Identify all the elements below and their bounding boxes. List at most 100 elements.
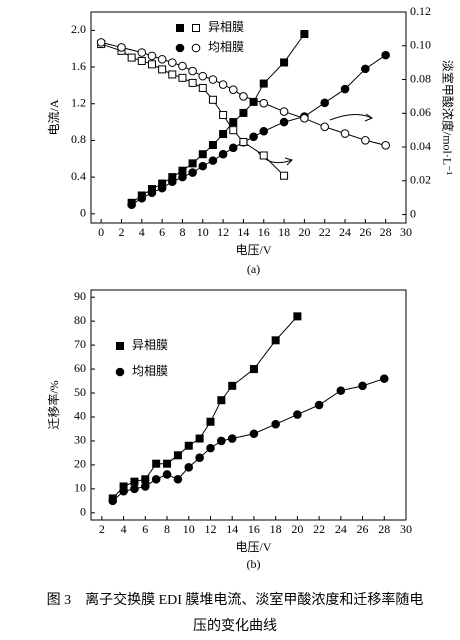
marker [293,312,302,321]
y-tick-label: 0 [80,505,86,519]
legend-marker [191,43,201,53]
marker [184,441,193,450]
marker [293,410,302,419]
x-tick-label: 22 [319,225,331,239]
x-tick-label: 14 [237,225,249,239]
x-tick-label: 8 [164,522,170,536]
arrow-head [284,157,293,166]
y-tick-label: 2.0 [71,22,86,36]
legend-label: 异相膜 [208,20,244,34]
marker [259,79,268,88]
marker [279,117,289,127]
y2-tick-label: 0.06 [410,105,431,119]
marker [320,98,330,108]
marker [147,188,157,198]
y-tick-label: 60 [74,361,86,375]
marker [259,151,268,160]
marker [198,161,208,171]
marker [137,56,146,65]
y2-tick-label: 0.08 [410,71,431,85]
x-tick-label: 12 [204,522,216,536]
marker [218,80,228,89]
marker [130,484,139,494]
y-tick-label: 90 [74,289,86,303]
x-tick-label: 22 [313,522,325,536]
plot-frame [90,11,407,224]
y-tick-label: 40 [74,409,86,423]
x-tick-label: 16 [258,225,270,239]
y2-tick-label: 0 [410,206,416,220]
marker [127,200,136,209]
x-tick-label: 6 [142,522,148,536]
marker [96,38,106,47]
marker [152,459,161,468]
x-tick-label: 18 [278,225,290,239]
marker [188,159,197,168]
marker [206,443,215,453]
marker [239,92,248,101]
marker [119,486,128,496]
marker [228,143,238,153]
marker [271,419,280,429]
marker [208,75,218,84]
y-axis-label: 迁移率/% [46,380,61,429]
y-tick-label: 20 [74,457,86,471]
marker [208,156,218,165]
marker [167,58,177,67]
caption: 图 3 离子交换膜 EDI 膜堆电流、淡室甲酸浓度和迁移率随电压的变化曲线 [40,588,430,640]
marker [137,193,147,203]
marker [280,58,289,67]
x-tick-label: 8 [179,225,185,239]
marker [158,65,167,74]
legend-marker [192,24,200,32]
y-tick-label: 50 [74,385,86,399]
marker [249,429,259,439]
marker [178,61,187,71]
marker [320,122,330,132]
arrow-head [364,113,374,122]
x-tick-label: 12 [217,225,229,239]
caption-label: 图 3 [46,593,72,608]
x-axis-label: 电压/V [235,243,271,257]
marker [381,141,390,150]
panel-label: (b) [247,557,261,571]
x-tick-label: 2 [99,522,105,536]
marker [198,150,207,159]
marker [178,172,187,182]
marker [147,60,156,69]
marker [340,84,350,94]
marker [208,95,217,104]
x-tick-label: 6 [159,225,165,239]
x-tick-label: 18 [270,522,282,536]
marker [361,135,370,145]
panel-label: (a) [247,262,260,276]
y-tick-label: 0.4 [71,169,86,183]
marker [151,474,161,484]
x-tick-label: 20 [298,225,310,239]
marker [198,83,207,92]
x-tick-label: 10 [197,225,209,239]
marker [217,396,226,405]
marker [168,70,177,79]
marker [206,417,215,426]
y2-tick-label: 0.02 [410,173,431,187]
marker [173,474,183,484]
marker [188,78,197,87]
y-tick-label: 1.6 [71,59,86,73]
x-tick-label: 14 [226,522,238,536]
x-tick-label: 30 [400,522,412,536]
marker [379,374,389,383]
marker [117,43,126,52]
x-tick-label: 10 [183,522,195,536]
x-tick-label: 24 [335,522,347,536]
marker [361,64,370,74]
marker [229,118,238,127]
marker [137,48,147,57]
marker [219,110,228,119]
x-tick-label: 16 [248,522,260,536]
marker [130,477,139,486]
marker [271,336,280,345]
x-tick-label: 4 [139,225,145,239]
marker [157,54,167,64]
marker [218,149,228,159]
